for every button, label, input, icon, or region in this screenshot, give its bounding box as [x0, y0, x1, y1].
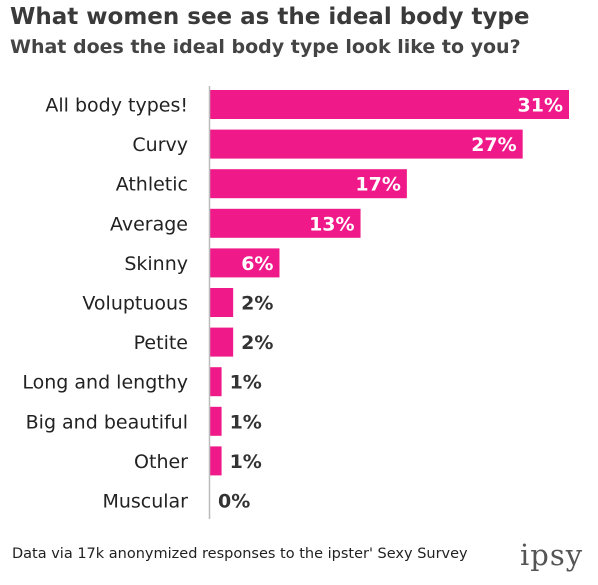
value-label-average: 13%: [309, 213, 354, 235]
bar-other: [210, 446, 222, 476]
category-label-all-body-types: All body types!: [45, 95, 188, 117]
value-label-all-body-types: 31%: [518, 95, 563, 117]
bar-athletic: [210, 169, 407, 199]
value-label-skinny: 6%: [241, 253, 273, 275]
category-label-average: Average: [110, 213, 188, 235]
value-label-curvy: 27%: [471, 134, 516, 156]
bar-petite: [210, 327, 234, 357]
bar-curvy: [210, 129, 523, 159]
category-label-curvy: Curvy: [132, 134, 188, 156]
category-label-big-and-beautiful: Big and beautiful: [26, 411, 188, 433]
category-label-skinny: Skinny: [124, 253, 188, 275]
value-label-other: 1%: [230, 451, 262, 473]
bar-long-and-lengthy: [210, 367, 222, 397]
value-label-voluptuous: 2%: [241, 293, 273, 315]
category-label-muscular: Muscular: [102, 491, 188, 513]
category-label-voluptuous: Voluptuous: [82, 293, 188, 315]
bar-voluptuous: [210, 288, 234, 317]
bar-big-and-beautiful: [210, 406, 222, 436]
value-label-athletic: 17%: [355, 174, 400, 196]
chart-subtitle: What does the ideal body type look like …: [10, 36, 521, 58]
category-label-other: Other: [134, 451, 188, 473]
ipsy-logo: ipsy: [520, 538, 584, 572]
value-label-muscular: 0%: [218, 491, 250, 513]
bar-average: [210, 208, 361, 238]
bar-skinny: [210, 248, 280, 278]
value-label-long-and-lengthy: 1%: [230, 372, 262, 394]
value-label-petite: 2%: [241, 332, 273, 354]
value-label-big-and-beautiful: 1%: [230, 411, 262, 433]
category-label-long-and-lengthy: Long and lengthy: [22, 372, 188, 394]
category-label-athletic: Athletic: [116, 174, 188, 196]
bar-all-body-types: [210, 90, 569, 119]
category-label-petite: Petite: [134, 332, 188, 354]
source-note: Data via 17k anonymized responses to the…: [12, 546, 468, 562]
chart-title: What women see as the ideal body type: [10, 4, 530, 30]
